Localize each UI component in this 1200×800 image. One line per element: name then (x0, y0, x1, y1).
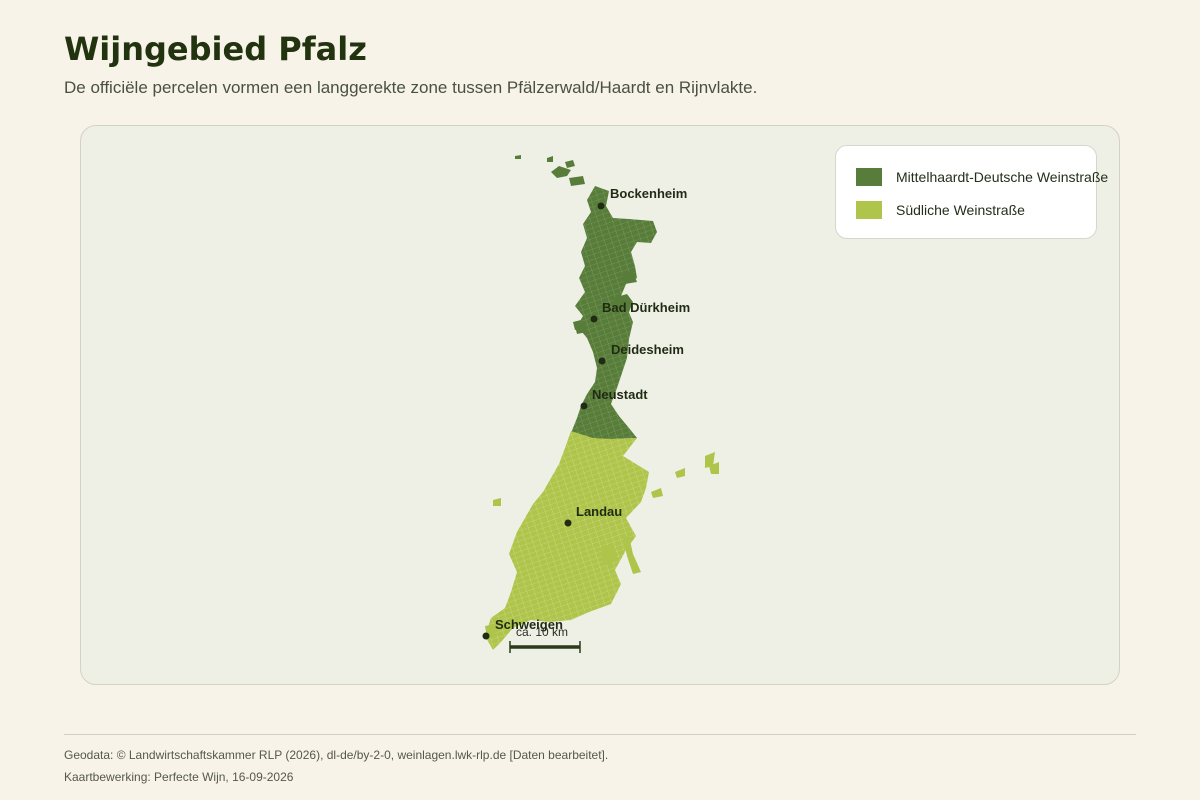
region-suedliche-main (485, 431, 649, 650)
legend-swatch (856, 201, 882, 219)
city-label: Bockenheim (610, 186, 687, 201)
vineyard-map[interactable]: Bockenheim Bad Dürkheim Deidesheim Neust… (81, 126, 1119, 684)
region-suedliche-fragment (601, 544, 617, 566)
city-dot (482, 632, 490, 640)
city-neustadt[interactable]: Neustadt (580, 387, 649, 410)
footer-source: Geodata: © Landwirtschaftskammer RLP (20… (64, 748, 609, 762)
legend-item-mittelhaardt[interactable]: Mittelhaardt-Deutsche Weinstraße (856, 168, 1108, 186)
region-mittelhaardt-fragment (565, 160, 575, 168)
city-bockenheim[interactable]: Bockenheim (597, 186, 688, 210)
city-schweigen[interactable]: Schweigen (482, 617, 563, 640)
legend-label: Mittelhaardt-Deutsche Weinstraße (896, 169, 1109, 185)
region-mittelhaardt-fragment (573, 320, 583, 330)
region-mittelhaardt-main (571, 186, 657, 439)
city-label: Landau (576, 504, 622, 519)
city-label: Deidesheim (611, 342, 684, 357)
page-title: Wijngebied Pfalz (64, 30, 367, 68)
city-dot (598, 357, 606, 365)
city-bad-duerkheim[interactable]: Bad Dürkheim (590, 300, 691, 323)
city-label: Neustadt (592, 387, 648, 402)
legend-label: Südliche Weinstraße (896, 202, 1025, 218)
city-deidesheim[interactable]: Deidesheim (598, 342, 684, 365)
region-suedliche-fragment (705, 452, 715, 468)
legend-swatch (856, 168, 882, 186)
city-dot (590, 315, 598, 323)
scale-bar: ca. 10 km (509, 625, 581, 653)
region-mittelhaardt-fragment (547, 156, 553, 162)
region-suedliche-fragment (493, 498, 501, 506)
region-mittelhaardt-fragment (621, 272, 637, 284)
region-suedliche-fragment (623, 536, 641, 574)
region-mittelhaardt (515, 155, 657, 439)
region-suedliche-fragment (651, 488, 663, 498)
legend-item-suedliche[interactable]: Südliche Weinstraße (856, 201, 1025, 219)
city-markers: Bockenheim Bad Dürkheim Deidesheim Neust… (482, 186, 691, 640)
city-label: Bad Dürkheim (602, 300, 690, 315)
region-suedliche-weinstrasse (485, 431, 719, 650)
city-label: Schweigen (495, 617, 563, 632)
city-dot (564, 519, 572, 527)
scale-bar-label: ca. 10 km (516, 625, 568, 639)
map-panel[interactable]: Bockenheim Bad Dürkheim Deidesheim Neust… (80, 125, 1120, 685)
city-dot (580, 402, 588, 410)
region-mittelhaardt-fragment (515, 155, 521, 159)
region-suedliche-fragment (709, 462, 719, 474)
footer-divider (64, 734, 1136, 735)
map-legend: Mittelhaardt-Deutsche Weinstraße Südlich… (835, 145, 1108, 239)
city-landau[interactable]: Landau (564, 504, 623, 527)
page-subtitle: De officiële percelen vormen een langger… (64, 78, 758, 97)
region-mittelhaardt-fragment (613, 294, 633, 312)
footer-credit: Kaartbewerking: Perfecte Wijn, 16-09-202… (64, 770, 294, 784)
region-mittelhaardt-fragment (551, 166, 571, 178)
city-dot (597, 202, 605, 210)
region-suedliche-fragment (675, 468, 685, 478)
region-mittelhaardt-fragment (569, 176, 585, 186)
